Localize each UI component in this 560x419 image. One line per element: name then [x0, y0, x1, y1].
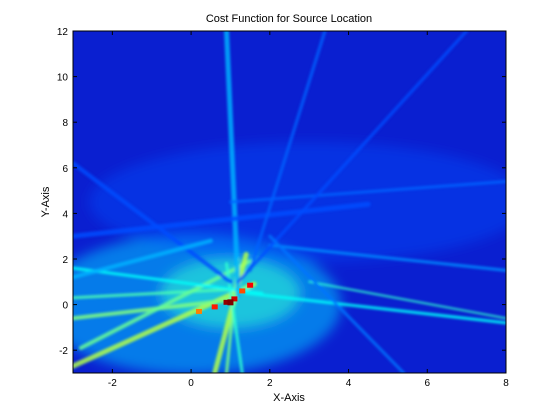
chart-title: Cost Function for Source Location: [206, 13, 372, 25]
y-tick-label: 2: [62, 255, 68, 266]
cost-peak: [227, 299, 234, 306]
plot-area: [73, 31, 506, 373]
hot-spot-3: [247, 282, 254, 288]
y-tick-label: 12: [57, 27, 69, 38]
streak-9: [244, 291, 506, 325]
y-tick-label: 4: [62, 209, 68, 220]
streak-7: [73, 266, 264, 295]
streak-12: [228, 179, 506, 204]
x-axis-ticks: -2 0 2 4 6 8: [108, 31, 509, 389]
streak-17: [268, 234, 406, 373]
streak-13: [73, 201, 371, 239]
axes-frame: [72, 30, 507, 374]
y-tick-label: 0: [62, 301, 68, 312]
hot-spot-4: [195, 308, 202, 314]
streak-18: [73, 238, 213, 280]
y-tick-label: 6: [62, 164, 68, 175]
x-tick-label: 4: [346, 378, 352, 389]
streak-16: [73, 161, 233, 284]
y-tick-label: -2: [59, 346, 68, 357]
streak-1: [73, 298, 233, 321]
hot-spot-layer: [195, 282, 254, 314]
y-axis-ticks: -2 0 2 4 6 8 10 12: [57, 27, 506, 357]
x-tick-label: 8: [503, 378, 509, 389]
x-tick-label: -2: [108, 378, 117, 389]
streak-0: [73, 281, 257, 369]
hot-spot-0: [223, 299, 230, 305]
y-tick-label: 8: [62, 118, 68, 129]
streak-layer: [73, 31, 506, 373]
streak-4: [212, 251, 249, 373]
streak-2: [73, 287, 248, 300]
streak-8: [224, 31, 241, 298]
y-axis-label: Y-Axis: [40, 186, 52, 217]
streak-10: [308, 280, 506, 320]
x-axis-label: X-Axis: [273, 392, 305, 404]
y-tick-label: 10: [57, 73, 69, 84]
hot-spot-5: [239, 288, 246, 294]
streak-15: [236, 31, 469, 284]
x-tick-label: 6: [424, 378, 430, 389]
streak-14: [248, 31, 327, 272]
streak-11: [268, 243, 506, 272]
x-tick-label: 2: [267, 378, 273, 389]
x-tick-label: 0: [188, 378, 194, 389]
hot-spot-1: [231, 296, 238, 302]
glow-upper: [89, 142, 506, 262]
hot-spot-2: [211, 304, 218, 310]
